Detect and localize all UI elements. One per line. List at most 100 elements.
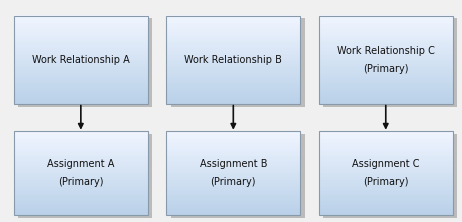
Bar	[166, 205, 300, 207]
Bar	[319, 98, 453, 100]
Bar	[319, 45, 453, 47]
Bar	[319, 200, 453, 201]
Bar	[14, 187, 148, 189]
Bar	[166, 169, 300, 170]
Bar	[14, 139, 148, 141]
Bar	[14, 29, 148, 30]
Bar	[319, 40, 453, 42]
Bar	[319, 165, 453, 166]
Bar	[166, 94, 300, 95]
Bar	[166, 46, 300, 48]
Bar	[14, 204, 148, 206]
Bar	[319, 27, 453, 29]
Bar	[319, 136, 453, 138]
Bar	[14, 61, 148, 63]
Bar	[319, 169, 453, 170]
Bar	[166, 180, 300, 182]
Bar	[166, 143, 300, 145]
Bar	[319, 71, 453, 73]
Bar	[166, 20, 300, 22]
Bar	[166, 76, 300, 78]
Bar	[14, 200, 148, 201]
Bar	[14, 162, 148, 163]
Bar	[14, 134, 148, 135]
Bar	[166, 198, 300, 200]
Bar	[319, 156, 453, 158]
Bar	[14, 208, 148, 210]
Bar	[14, 51, 148, 53]
Bar	[166, 70, 300, 72]
Bar	[166, 136, 300, 138]
Bar	[319, 163, 453, 165]
Bar	[166, 39, 300, 41]
Bar	[14, 32, 148, 33]
Bar	[14, 176, 148, 177]
Bar	[166, 83, 300, 85]
Bar	[319, 159, 453, 161]
Bar	[14, 143, 148, 145]
Bar	[319, 142, 453, 144]
Bar	[319, 85, 453, 87]
Bar	[166, 45, 300, 47]
Bar	[319, 201, 453, 203]
Bar	[14, 159, 148, 161]
Bar	[14, 172, 148, 173]
Bar	[14, 75, 148, 76]
Bar	[14, 91, 148, 93]
Bar	[14, 170, 148, 172]
Bar	[166, 73, 300, 75]
Bar	[14, 39, 148, 41]
Bar	[166, 166, 300, 168]
Bar	[14, 26, 148, 27]
Bar	[14, 86, 148, 88]
Bar	[319, 202, 453, 204]
Bar	[14, 42, 148, 44]
Bar	[319, 36, 453, 38]
Bar	[14, 97, 148, 98]
Bar	[166, 131, 300, 132]
Bar	[323, 134, 457, 218]
Bar	[319, 139, 453, 141]
Bar	[166, 142, 300, 144]
Bar	[166, 134, 300, 135]
Bar	[319, 58, 453, 60]
Bar	[319, 172, 453, 173]
Bar	[14, 166, 148, 168]
Bar	[166, 33, 300, 35]
Bar	[166, 32, 300, 33]
Bar	[166, 210, 300, 211]
Bar	[166, 91, 300, 93]
Text: Work Relationship C: Work Relationship C	[337, 46, 435, 56]
Bar	[14, 131, 148, 132]
Bar	[319, 76, 453, 78]
Bar	[14, 30, 148, 32]
Bar	[319, 63, 453, 64]
Bar	[319, 39, 453, 41]
Bar	[14, 94, 148, 95]
Bar	[166, 89, 300, 91]
Bar	[166, 195, 300, 197]
Bar	[14, 85, 148, 87]
Bar	[166, 95, 300, 97]
Bar	[166, 36, 300, 38]
Bar	[166, 202, 300, 204]
Bar	[14, 177, 148, 179]
Bar	[14, 55, 148, 57]
Bar	[319, 167, 453, 169]
Bar	[319, 178, 453, 180]
Bar	[166, 148, 300, 149]
Bar	[14, 198, 148, 200]
Bar	[166, 92, 300, 94]
Bar	[166, 64, 300, 66]
Bar	[319, 155, 453, 156]
Bar	[319, 52, 453, 54]
Bar	[319, 148, 453, 149]
Bar	[319, 82, 453, 84]
Bar	[319, 174, 453, 176]
Bar	[14, 178, 148, 180]
Bar	[14, 40, 148, 42]
Bar	[319, 20, 453, 22]
Bar	[166, 145, 300, 147]
Bar	[14, 163, 148, 165]
Bar	[166, 181, 300, 183]
